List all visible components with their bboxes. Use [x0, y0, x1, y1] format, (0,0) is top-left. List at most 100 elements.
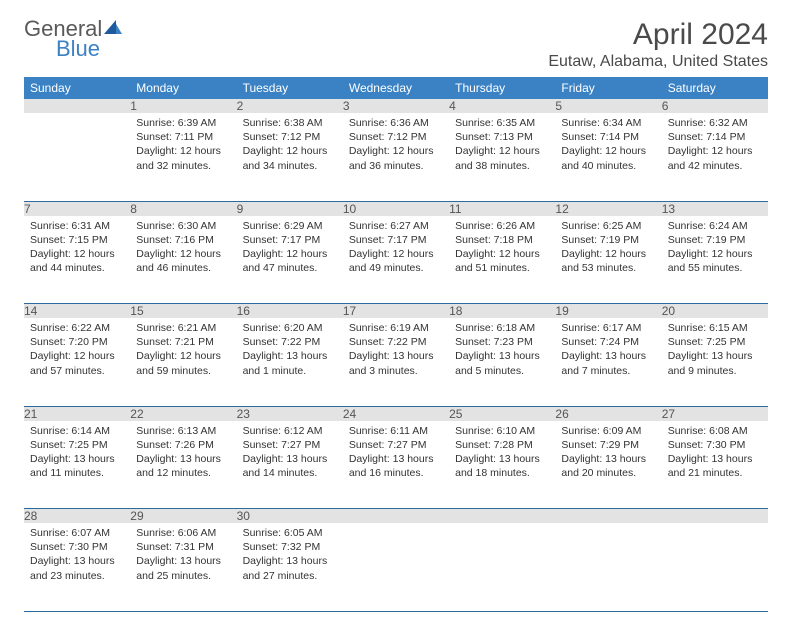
calendar-body: 12 3456 Sunrise: 6:39 AMSunset: 7:11 PMDay…: [24, 99, 768, 611]
day-number: 14: [24, 304, 130, 319]
day-details: Sunrise: 6:09 AMSunset: 7:29 PMDaylight:…: [555, 421, 661, 487]
day-details: Sunrise: 6:20 AMSunset: 7:22 PMDaylight:…: [237, 318, 343, 384]
day-details: Sunrise: 6:19 AMSunset: 7:22 PMDaylight:…: [343, 318, 449, 384]
title-block: April 2024 Eutaw, Alabama, United States: [548, 18, 768, 71]
header: General Blue April 2024 Eutaw, Alabama, …: [24, 18, 768, 71]
week-row: Sunrise: 6:07 AMSunset: 7:30 PMDaylight:…: [24, 523, 768, 611]
day-details: [24, 113, 130, 122]
day-details: Sunrise: 6:08 AMSunset: 7:30 PMDaylight:…: [662, 421, 768, 487]
day-details: Sunrise: 6:17 AMSunset: 7:24 PMDaylight:…: [555, 318, 661, 384]
day-cell: Sunrise: 6:36 AMSunset: 7:12 PMDaylight:…: [343, 113, 449, 201]
calendar-page: General Blue April 2024 Eutaw, Alabama, …: [0, 0, 792, 630]
day-details: Sunrise: 6:39 AMSunset: 7:11 PMDaylight:…: [130, 113, 236, 179]
day-details: Sunrise: 6:22 AMSunset: 7:20 PMDaylight:…: [24, 318, 130, 384]
month-title: April 2024: [548, 18, 768, 51]
day-details: Sunrise: 6:14 AMSunset: 7:25 PMDaylight:…: [24, 421, 130, 487]
daynum-row: 14151617181920: [24, 304, 768, 319]
day-cell: Sunrise: 6:38 AMSunset: 7:12 PMDaylight:…: [237, 113, 343, 201]
logo-text-block: General Blue: [24, 18, 124, 59]
day-number: 5: [555, 99, 661, 113]
day-number: 30: [237, 509, 343, 524]
day-cell: Sunrise: 6:09 AMSunset: 7:29 PMDaylight:…: [555, 421, 661, 509]
day-details: Sunrise: 6:32 AMSunset: 7:14 PMDaylight:…: [662, 113, 768, 179]
logo: General Blue: [24, 18, 124, 59]
day-details: Sunrise: 6:12 AMSunset: 7:27 PMDaylight:…: [237, 421, 343, 487]
weekday-header: Wednesday: [343, 77, 449, 99]
day-cell: [24, 113, 130, 201]
day-cell: Sunrise: 6:17 AMSunset: 7:24 PMDaylight:…: [555, 318, 661, 406]
weekday-header: Tuesday: [237, 77, 343, 99]
day-cell: Sunrise: 6:26 AMSunset: 7:18 PMDaylight:…: [449, 216, 555, 304]
day-cell: [555, 523, 661, 611]
day-cell: Sunrise: 6:20 AMSunset: 7:22 PMDaylight:…: [237, 318, 343, 406]
day-number: 21: [24, 406, 130, 421]
calendar-table: SundayMondayTuesdayWednesdayThursdayFrid…: [24, 77, 768, 612]
day-number: 27: [662, 406, 768, 421]
day-number: [662, 509, 768, 524]
day-details: Sunrise: 6:34 AMSunset: 7:14 PMDaylight:…: [555, 113, 661, 179]
day-details: Sunrise: 6:24 AMSunset: 7:19 PMDaylight:…: [662, 216, 768, 282]
day-number: 11: [449, 201, 555, 216]
day-cell: Sunrise: 6:31 AMSunset: 7:15 PMDaylight:…: [24, 216, 130, 304]
day-cell: Sunrise: 6:34 AMSunset: 7:14 PMDaylight:…: [555, 113, 661, 201]
day-number: 18: [449, 304, 555, 319]
day-cell: Sunrise: 6:13 AMSunset: 7:26 PMDaylight:…: [130, 421, 236, 509]
daynum-row: 282930: [24, 509, 768, 524]
day-number: 29: [130, 509, 236, 524]
weekday-header: Saturday: [662, 77, 768, 99]
day-details: Sunrise: 6:30 AMSunset: 7:16 PMDaylight:…: [130, 216, 236, 282]
day-details: [449, 523, 555, 532]
day-number: 22: [130, 406, 236, 421]
day-number: 13: [662, 201, 768, 216]
day-details: Sunrise: 6:05 AMSunset: 7:32 PMDaylight:…: [237, 523, 343, 589]
day-cell: Sunrise: 6:21 AMSunset: 7:21 PMDaylight:…: [130, 318, 236, 406]
weekday-header: Monday: [130, 77, 236, 99]
day-number: 12: [555, 201, 661, 216]
day-number: 24: [343, 406, 449, 421]
day-number: 26: [555, 406, 661, 421]
day-details: Sunrise: 6:36 AMSunset: 7:12 PMDaylight:…: [343, 113, 449, 179]
day-cell: Sunrise: 6:15 AMSunset: 7:25 PMDaylight:…: [662, 318, 768, 406]
day-details: Sunrise: 6:26 AMSunset: 7:18 PMDaylight:…: [449, 216, 555, 282]
day-number: 16: [237, 304, 343, 319]
day-cell: Sunrise: 6:19 AMSunset: 7:22 PMDaylight:…: [343, 318, 449, 406]
day-number: 3: [343, 99, 449, 113]
day-number: 25: [449, 406, 555, 421]
day-details: Sunrise: 6:13 AMSunset: 7:26 PMDaylight:…: [130, 421, 236, 487]
weekday-header: Friday: [555, 77, 661, 99]
day-cell: Sunrise: 6:27 AMSunset: 7:17 PMDaylight:…: [343, 216, 449, 304]
day-number: 6: [662, 99, 768, 113]
weekday-header: Thursday: [449, 77, 555, 99]
weekday-header: Sunday: [24, 77, 130, 99]
day-number: 2: [237, 99, 343, 113]
day-details: Sunrise: 6:07 AMSunset: 7:30 PMDaylight:…: [24, 523, 130, 589]
day-number: [24, 99, 130, 113]
day-cell: Sunrise: 6:24 AMSunset: 7:19 PMDaylight:…: [662, 216, 768, 304]
calendar-head: SundayMondayTuesdayWednesdayThursdayFrid…: [24, 77, 768, 99]
day-cell: Sunrise: 6:32 AMSunset: 7:14 PMDaylight:…: [662, 113, 768, 201]
week-row: Sunrise: 6:22 AMSunset: 7:20 PMDaylight:…: [24, 318, 768, 406]
day-number: 4: [449, 99, 555, 113]
day-cell: Sunrise: 6:10 AMSunset: 7:28 PMDaylight:…: [449, 421, 555, 509]
day-number: 8: [130, 201, 236, 216]
day-cell: Sunrise: 6:35 AMSunset: 7:13 PMDaylight:…: [449, 113, 555, 201]
day-cell: Sunrise: 6:06 AMSunset: 7:31 PMDaylight:…: [130, 523, 236, 611]
day-cell: Sunrise: 6:22 AMSunset: 7:20 PMDaylight:…: [24, 318, 130, 406]
day-cell: Sunrise: 6:29 AMSunset: 7:17 PMDaylight:…: [237, 216, 343, 304]
day-cell: Sunrise: 6:25 AMSunset: 7:19 PMDaylight:…: [555, 216, 661, 304]
day-details: Sunrise: 6:35 AMSunset: 7:13 PMDaylight:…: [449, 113, 555, 179]
daynum-row: 78910111213: [24, 201, 768, 216]
day-cell: Sunrise: 6:07 AMSunset: 7:30 PMDaylight:…: [24, 523, 130, 611]
week-row: Sunrise: 6:31 AMSunset: 7:15 PMDaylight:…: [24, 216, 768, 304]
day-number: 15: [130, 304, 236, 319]
day-number: [449, 509, 555, 524]
weekday-row: SundayMondayTuesdayWednesdayThursdayFrid…: [24, 77, 768, 99]
daynum-row: 21222324252627: [24, 406, 768, 421]
day-details: Sunrise: 6:29 AMSunset: 7:17 PMDaylight:…: [237, 216, 343, 282]
day-details: [343, 523, 449, 532]
day-cell: [343, 523, 449, 611]
day-details: Sunrise: 6:06 AMSunset: 7:31 PMDaylight:…: [130, 523, 236, 589]
day-details: Sunrise: 6:21 AMSunset: 7:21 PMDaylight:…: [130, 318, 236, 384]
day-cell: Sunrise: 6:14 AMSunset: 7:25 PMDaylight:…: [24, 421, 130, 509]
day-details: Sunrise: 6:15 AMSunset: 7:25 PMDaylight:…: [662, 318, 768, 384]
